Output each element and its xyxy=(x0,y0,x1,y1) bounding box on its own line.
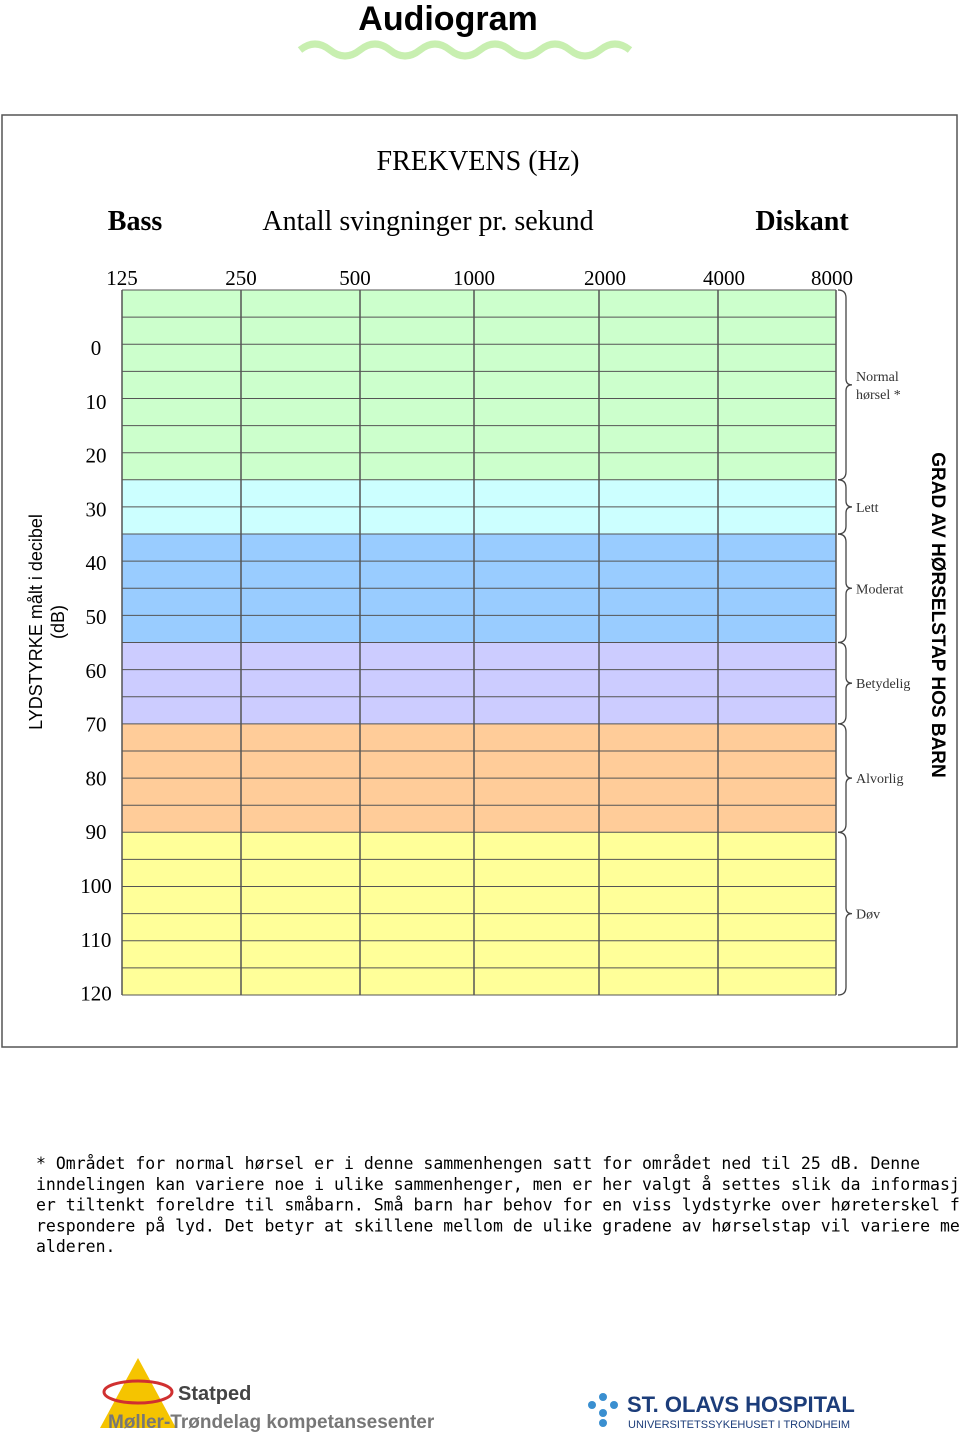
footnote-line: inndelingen kan variere noe i ulike samm… xyxy=(36,1175,960,1194)
diskant-label: Diskant xyxy=(755,206,849,237)
level-label: 90 xyxy=(86,820,107,844)
level-label: 0 xyxy=(91,336,102,360)
frequency-label: 250 xyxy=(225,266,257,290)
hearing-band xyxy=(122,642,836,724)
brace xyxy=(837,723,853,833)
grid: 125 250 500 1000 2000 4000 8000 0 10 20 30 40 50 60 70… xyxy=(80,266,910,1006)
frequency-label: 500 xyxy=(339,266,371,290)
y-axis-label: LYDSTYRKE målt i decibel xyxy=(26,514,46,730)
grade-label: Døv xyxy=(856,908,880,923)
brace xyxy=(837,533,853,644)
logo-shape xyxy=(102,1379,174,1405)
level-label: 80 xyxy=(86,766,107,790)
footnote-line: er tiltenkt foreldre til småbarn. Små ba… xyxy=(36,1196,960,1215)
grade-label: Normal xyxy=(856,370,899,385)
frequency-label: 4000 xyxy=(703,266,745,290)
frequency-label: 1000 xyxy=(453,266,495,290)
footnote: * Området for normal hørsel er i denne s… xyxy=(36,1154,960,1256)
hospital-logo: ST. OLAVS HOSPITAL UNIVERSITETSSYKEHUSET… xyxy=(588,1392,855,1431)
logo-text: Statped xyxy=(178,1383,251,1405)
logo-shape xyxy=(588,1401,596,1409)
grade-label: hørsel * xyxy=(856,388,901,403)
logo-shape xyxy=(599,1393,607,1401)
subtitle: Antall svingninger pr. sekund xyxy=(262,206,593,237)
level-label: 110 xyxy=(81,928,112,952)
level-label: 30 xyxy=(86,497,107,521)
brace xyxy=(837,831,853,996)
right-label: GRAD AV HØRSELSTAP HOS BARN xyxy=(927,452,948,778)
statped-logo: Statped Møller-Trøndelag kompetansesente… xyxy=(100,1358,435,1433)
logo-shape xyxy=(599,1419,607,1427)
grade-label: Lett xyxy=(856,501,879,516)
grade-label: Moderat xyxy=(856,582,904,597)
level-label: 100 xyxy=(80,874,112,898)
logo-shape xyxy=(610,1401,618,1409)
y-axis-label: (dB) xyxy=(48,605,68,639)
level-label: 70 xyxy=(86,713,107,737)
title: Audiogram xyxy=(358,0,537,38)
bass-label: Bass xyxy=(108,206,163,237)
frequency-label: 125 xyxy=(106,266,138,290)
level-label: 40 xyxy=(86,551,107,575)
grade-label: Betydelig xyxy=(856,677,910,692)
title-underline xyxy=(297,40,633,60)
logo-text: ST. OLAVS HOSPITAL xyxy=(627,1392,855,1417)
logo-shape xyxy=(100,1358,176,1428)
logo-subtext: UNIVERSITETSSYKEHUSET I TRONDHEIM xyxy=(628,1419,850,1431)
logo-shape xyxy=(599,1409,607,1417)
frequency-label: 8000 xyxy=(811,266,853,290)
frequency-title: FREKVENS (Hz) xyxy=(377,146,580,177)
footnote-line: respondere på lyd. Det betyr at skillene… xyxy=(36,1216,960,1235)
brace xyxy=(837,641,853,725)
level-label: 10 xyxy=(86,390,107,414)
hearing-band xyxy=(122,290,836,480)
brace xyxy=(837,479,853,535)
level-label: 20 xyxy=(86,444,107,468)
grade-label: Alvorlig xyxy=(856,772,903,787)
level-label: 120 xyxy=(80,982,112,1006)
logo-subtext: Møller-Trøndelag kompetansesenter xyxy=(108,1412,435,1433)
footnote-line: * Området for normal hørsel er i denne s… xyxy=(36,1154,920,1173)
brace xyxy=(837,289,853,481)
footnote-line: alderen. xyxy=(36,1237,115,1256)
frequency-label: 2000 xyxy=(584,266,626,290)
level-label: 60 xyxy=(86,659,107,683)
level-label: 50 xyxy=(86,605,107,629)
frame xyxy=(1,114,958,1048)
